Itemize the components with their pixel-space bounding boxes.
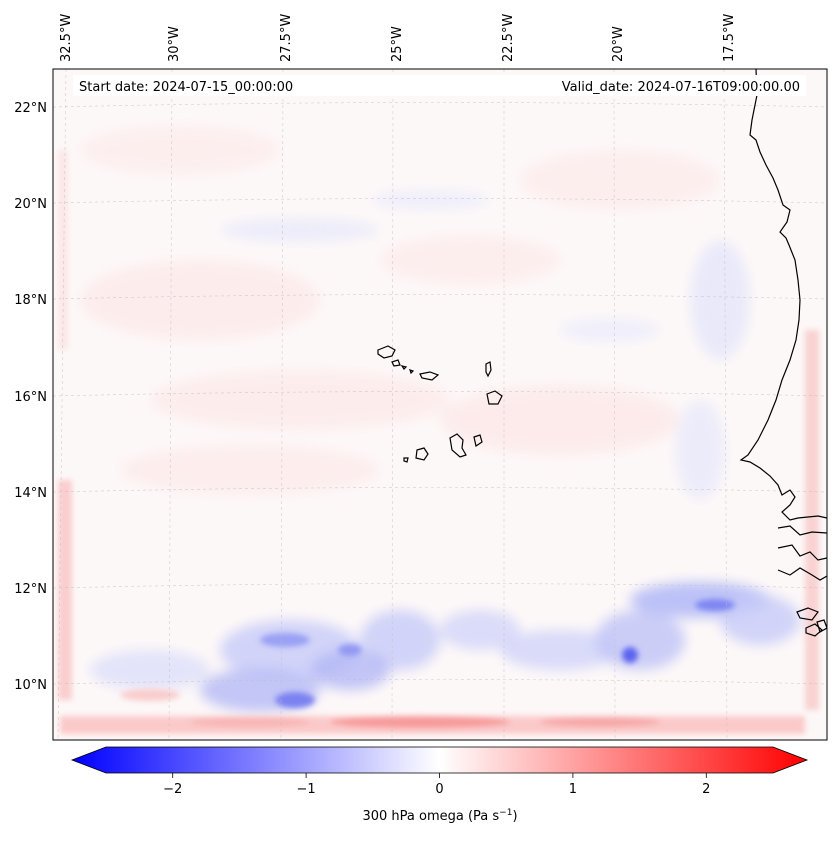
lon-label: 32.5°W: [59, 14, 74, 62]
valid-date: Valid_date: 2024-07-16T09:00:00.00: [562, 80, 800, 95]
coastlines: [377, 69, 827, 637]
lon-label: 20°W: [611, 26, 626, 62]
colorbar-tick-label: 1: [569, 782, 577, 797]
lat-labels: 22°N 20°N 18°N 16°N 14°N 12°N 10°N: [14, 101, 47, 693]
omega-field: [58, 125, 819, 734]
lat-label: 10°N: [14, 678, 47, 693]
colorbar-label: 300 hPa omega (Pa s−1): [362, 808, 517, 824]
colorbar-tick-label: −2: [163, 782, 182, 797]
colorbar-tick-label: 2: [702, 782, 710, 797]
colorbar: −2 −1 0 1 2 300 hPa omega (Pa s−1): [70, 746, 809, 824]
lon-label: 30°W: [167, 26, 182, 62]
map-frame: [52, 68, 828, 741]
lat-label: 22°N: [14, 101, 47, 116]
colorbar-bar: [70, 746, 809, 774]
date-box: [73, 75, 806, 96]
lat-label: 14°N: [14, 486, 47, 501]
lat-label: 16°N: [14, 390, 47, 405]
colorbar-tick-label: −1: [297, 782, 316, 797]
lat-label: 20°N: [14, 197, 47, 212]
cape-verde-islands: [377, 345, 396, 359]
africa-coastline: [739, 69, 827, 521]
colorbar-ticks: −2 −1 0 1 2: [163, 773, 710, 797]
lon-labels: 32.5°W 30°W 27.5°W 25°W 22.5°W 20°W 17.5…: [59, 14, 737, 62]
start-date: Start date: 2024-07-15_00:00:00: [79, 80, 293, 95]
lat-label: 12°N: [14, 582, 47, 597]
lon-label: 17.5°W: [722, 14, 737, 62]
lon-label: 25°W: [390, 26, 405, 62]
lon-label: 22.5°W: [501, 14, 516, 62]
lat-label: 18°N: [14, 293, 47, 308]
map-panel: Start date: 2024-07-15_00:00:00 Valid_da…: [52, 68, 828, 741]
colorbar-tick-label: 0: [435, 782, 443, 797]
gridlines: [53, 69, 827, 740]
lon-label: 27.5°W: [279, 14, 294, 62]
